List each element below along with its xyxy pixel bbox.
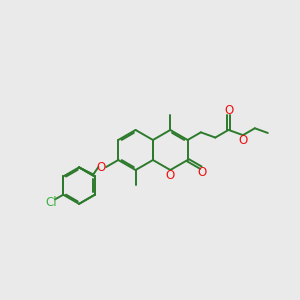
Text: O: O xyxy=(224,104,233,117)
Text: O: O xyxy=(96,160,106,174)
Text: O: O xyxy=(238,134,248,147)
Text: Cl: Cl xyxy=(45,196,57,209)
Text: O: O xyxy=(166,169,175,182)
Text: O: O xyxy=(197,166,207,179)
